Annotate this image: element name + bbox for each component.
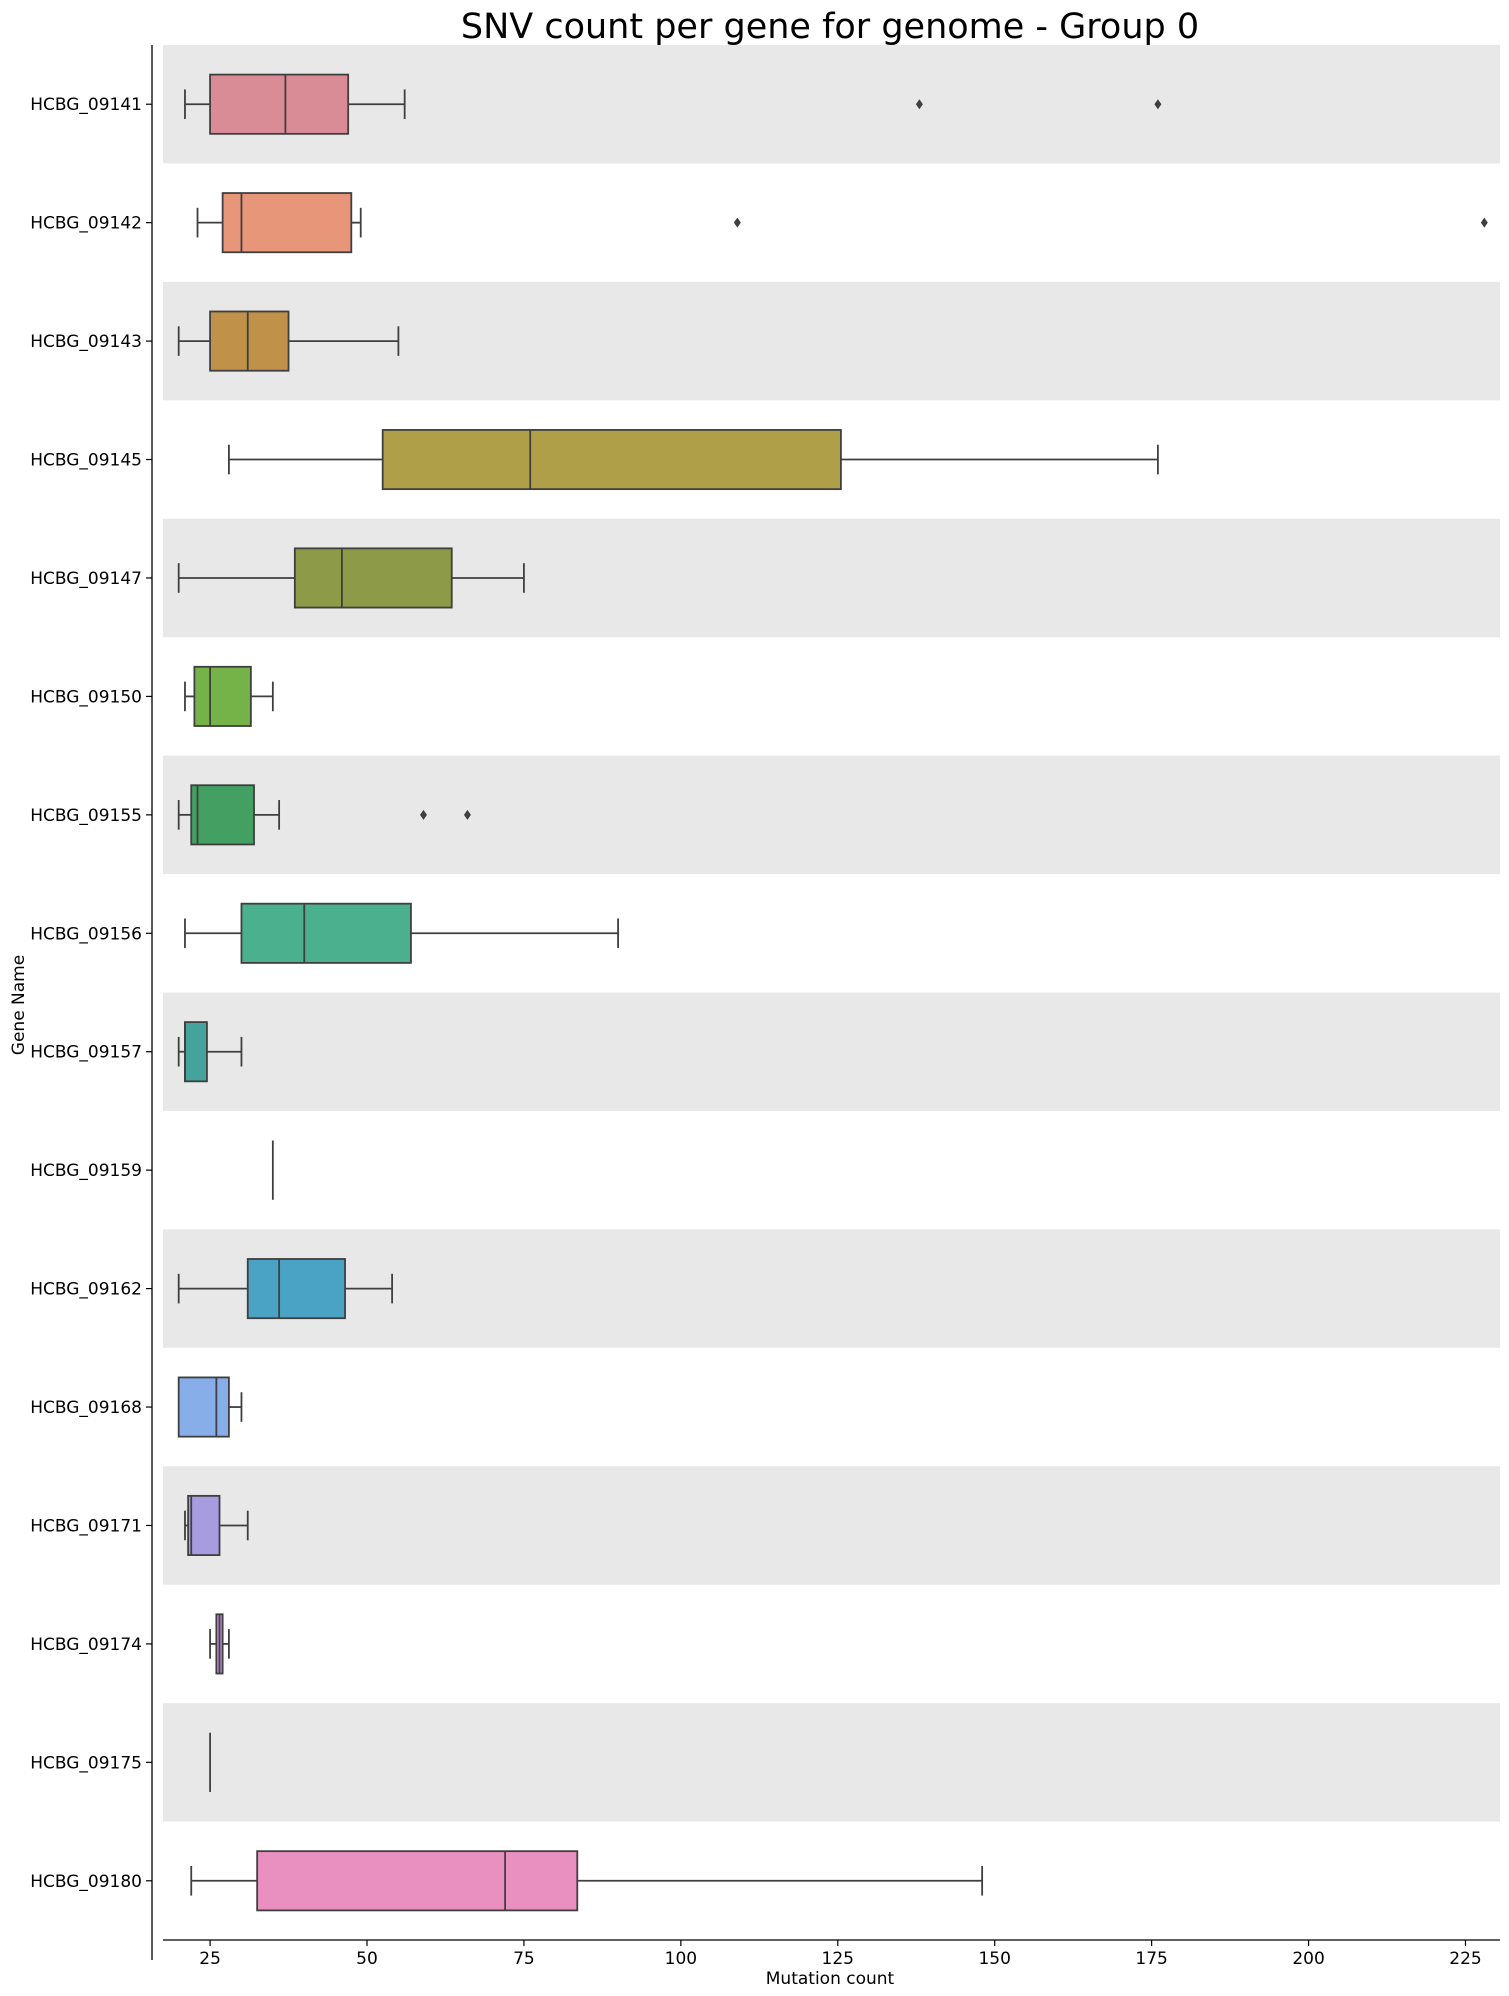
iqr-box	[381, 429, 842, 491]
iqr-box	[177, 1376, 230, 1438]
box-hcbg-09174	[209, 1613, 230, 1675]
outlier-point	[733, 217, 741, 228]
chart-title: SNV count per gene for genome - Group 0	[461, 7, 1199, 47]
box-plots	[177, 73, 1488, 1912]
box-hcbg-09162	[177, 1258, 394, 1320]
x-tick-label: 50	[356, 1949, 378, 1969]
x-tick-label: 75	[513, 1949, 535, 1969]
x-tick-label: 125	[822, 1949, 854, 1969]
x-tick-label: 100	[665, 1949, 697, 1969]
box-hcbg-09147	[177, 547, 525, 609]
y-tick-label: HCBG_09162	[30, 1280, 142, 1300]
y-tick-label: HCBG_09180	[30, 1872, 142, 1892]
iqr-box	[240, 902, 412, 964]
y-tick-label: HCBG_09145	[30, 451, 142, 471]
box-hcbg-09141	[184, 73, 1162, 135]
box-hcbg-09150	[184, 665, 274, 727]
box-hcbg-09143	[177, 310, 400, 372]
x-tick-label: 200	[1292, 1949, 1324, 1969]
box-hcbg-09168	[177, 1376, 243, 1438]
iqr-box	[209, 73, 350, 135]
outlier-point	[915, 99, 923, 110]
x-axis-label: Mutation count	[766, 1969, 895, 1989]
outlier-point	[419, 809, 427, 820]
box-hcbg-09157	[177, 1021, 243, 1083]
iqr-box	[187, 1494, 221, 1556]
x-tick-labels: 25 50 75 100 125 150 175 200 225	[199, 1940, 1482, 1969]
y-tick-label: HCBG_09174	[30, 1635, 142, 1655]
iqr-box	[246, 1258, 346, 1320]
y-tick-label: HCBG_09171	[30, 1516, 142, 1536]
outlier-point	[1154, 99, 1162, 110]
y-tick-label: HCBG_09150	[30, 687, 142, 707]
iqr-box	[190, 784, 255, 846]
y-tick-label: HCBG_09155	[30, 806, 142, 826]
y-tick-label: HCBG_09156	[30, 924, 142, 944]
x-tick-label: 225	[1449, 1949, 1481, 1969]
x-tick-label: 175	[1135, 1949, 1167, 1969]
box-hcbg-09180	[190, 1850, 984, 1912]
y-tick-label: HCBG_09175	[30, 1753, 142, 1773]
box-hcbg-09142	[196, 192, 1488, 254]
y-tick-label: HCBG_09142	[30, 214, 142, 234]
row-band	[163, 1466, 1500, 1585]
x-tick-label: 150	[978, 1949, 1010, 1969]
iqr-box	[193, 665, 252, 727]
row-band	[163, 1703, 1500, 1822]
outlier-point	[1480, 217, 1488, 228]
box-hcbg-09171	[184, 1494, 249, 1556]
row-band	[163, 755, 1500, 875]
outlier-point	[463, 809, 471, 820]
iqr-box	[221, 192, 353, 254]
y-tick-label: HCBG_09143	[30, 332, 142, 352]
x-tick-label: 25	[199, 1949, 221, 1969]
row-band	[163, 992, 1500, 1111]
y-tick-label: HCBG_09157	[30, 1043, 142, 1063]
row-bands	[163, 45, 1500, 1822]
y-tick-label: HCBG_09141	[30, 95, 142, 115]
iqr-box	[293, 547, 453, 609]
axes: HCBG_09141 HCBG_09142 HCBG_09143 HCBG_09145…	[30, 45, 1500, 1969]
box-hcbg-09155	[177, 784, 471, 846]
y-axis-label: Gene Name	[9, 955, 29, 1055]
y-tick-label: HCBG_09168	[30, 1398, 142, 1418]
iqr-box	[256, 1850, 579, 1912]
y-tick-label: HCBG_09147	[30, 569, 142, 589]
box-hcbg-09145	[228, 429, 1159, 491]
y-tick-labels: HCBG_09141 HCBG_09142 HCBG_09143 HCBG_09145…	[30, 95, 152, 1892]
box-hcbg-09156	[184, 902, 619, 964]
iqr-box	[209, 310, 290, 372]
iqr-box	[184, 1021, 208, 1083]
y-tick-label: HCBG_09159	[30, 1161, 142, 1181]
